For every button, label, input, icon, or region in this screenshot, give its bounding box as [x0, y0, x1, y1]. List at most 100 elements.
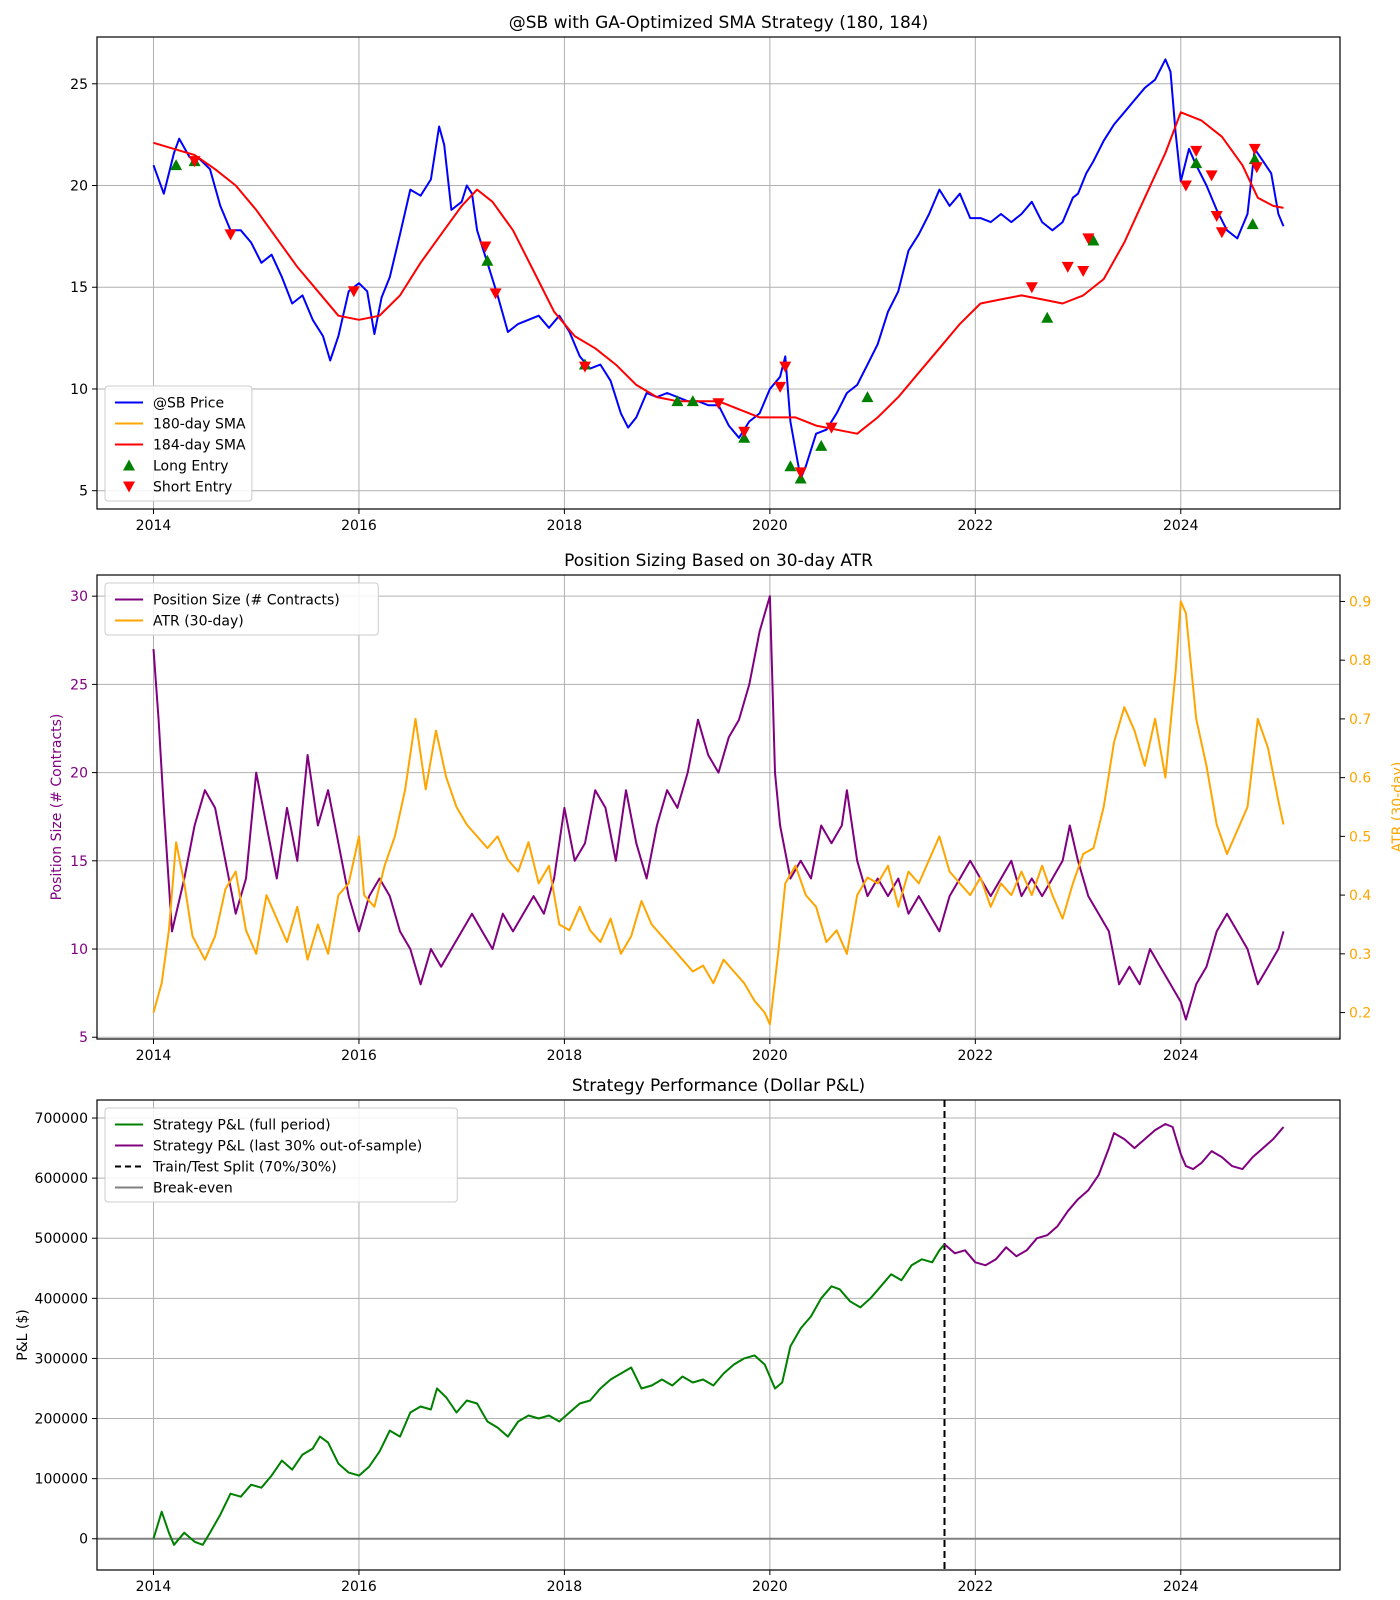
short-entry-marker — [224, 229, 237, 241]
short-entry-marker — [774, 381, 787, 393]
legend-label: Break-even — [153, 1181, 233, 1197]
y-tick-label: 20 — [70, 766, 88, 782]
short-entry-marker — [489, 288, 502, 300]
axes-frame — [96, 1099, 1341, 1571]
y-tick-label: 100000 — [35, 1472, 88, 1488]
y-axis-label: P&L ($) — [15, 1309, 31, 1360]
y-tick-label: 5 — [79, 1030, 88, 1046]
chart-panel-1: 2014 2016 2018 2020 2022 2024 5 10 15 20 25 @SB wit… — [70, 13, 1341, 534]
x-tick-label: 2018 — [547, 1048, 583, 1064]
x-tick-label: 2014 — [136, 1579, 172, 1595]
legend-label: Short Entry — [153, 480, 232, 496]
long-entry-marker — [481, 254, 494, 266]
x-tick-label: 2024 — [1163, 518, 1199, 534]
short-entry-marker — [779, 361, 792, 373]
legend-label: @SB Price — [153, 396, 224, 412]
y-axis-label: Position Size (# Contracts) — [49, 714, 65, 901]
long-entry-marker — [170, 159, 183, 171]
short-entry-marker — [479, 241, 492, 253]
legend-label: Position Size (# Contracts) — [153, 593, 340, 609]
long-entry-marker — [1087, 234, 1100, 246]
long-entry-marker — [1190, 157, 1203, 169]
legend-label: Strategy P&L (last 30% out-of-sample) — [153, 1139, 422, 1155]
x-tick-label: 2022 — [957, 518, 993, 534]
long-entry-marker — [1246, 218, 1259, 230]
series-line-1 — [152, 595, 1285, 1021]
legend: Strategy P&L (full period) Strategy P&L (… — [104, 1107, 458, 1203]
x-tick-label: 2020 — [752, 1048, 788, 1064]
short-entry-marker — [794, 467, 807, 479]
x-tick-label: 2024 — [1163, 1579, 1199, 1595]
x-tick-label: 2018 — [547, 1579, 583, 1595]
short-entry-marker — [1077, 265, 1090, 277]
legend: @SB Price 180-day SMA 184-day SMA Long Entr… — [104, 385, 253, 502]
y-tick-label: 500000 — [35, 1231, 88, 1247]
x-tick-label: 2016 — [341, 518, 377, 534]
legend-label: ATR (30-day) — [153, 614, 244, 630]
y-tick-label: 25 — [70, 677, 88, 693]
series-line-2 — [152, 600, 1285, 1026]
y-right-tick-label: 0.8 — [1349, 653, 1371, 669]
chart-title: Strategy Performance (Dollar P&L) — [572, 1076, 865, 1096]
y-tick-label: 30 — [70, 589, 88, 605]
chart-title: Position Sizing Based on 30-day ATR — [564, 551, 873, 571]
x-tick-label: 2022 — [957, 1048, 993, 1064]
legend-label: Strategy P&L (full period) — [153, 1118, 331, 1134]
x-tick-label: 2018 — [547, 518, 583, 534]
legend-short-entry-swatch — [123, 481, 135, 493]
x-tick-label: 2022 — [957, 1579, 993, 1595]
short-entry-marker — [188, 156, 201, 168]
short-entry-marker — [578, 361, 591, 373]
x-tick-label: 2016 — [341, 1048, 377, 1064]
x-tick-label: 2024 — [1163, 1048, 1199, 1064]
legend-label: Long Entry — [153, 459, 229, 475]
y-tick-label: 200000 — [35, 1412, 88, 1428]
y-tick-label: 15 — [70, 854, 88, 870]
y-tick-label: 20 — [70, 179, 88, 195]
short-entry-marker — [1179, 180, 1192, 192]
x-tick-label: 2016 — [341, 1579, 377, 1595]
x-tick-label: 2020 — [752, 1579, 788, 1595]
y-tick-label: 700000 — [35, 1111, 88, 1127]
legend-box — [104, 1107, 458, 1203]
y-tick-label: 5 — [79, 484, 88, 500]
short-entry-marker — [1025, 282, 1038, 294]
long-entry-marker — [671, 395, 684, 407]
short-entry-marker — [1250, 162, 1263, 174]
y-tick-label: 300000 — [35, 1351, 88, 1367]
long-entry-marker — [1248, 153, 1261, 165]
short-entry-marker — [1210, 211, 1223, 223]
plot-area — [152, 58, 1285, 484]
axes-frame — [96, 574, 1341, 1040]
y-right-tick-label: 0.9 — [1349, 594, 1371, 610]
x-tick-label: 2014 — [136, 518, 172, 534]
short-entry-marker — [738, 426, 751, 438]
plot-area — [97, 1100, 1340, 1570]
short-entry-marker — [1248, 143, 1261, 155]
y-right-tick-label: 0.6 — [1349, 771, 1371, 787]
y-tick-label: 400000 — [35, 1291, 88, 1307]
short-entry-marker — [1205, 170, 1218, 182]
long-entry-marker — [861, 391, 874, 403]
series-line-3 — [153, 111, 1284, 435]
chart-title: @SB with GA-Optimized SMA Strategy (180,… — [509, 13, 929, 33]
short-entry-marker — [347, 286, 360, 298]
y-right-axis-label: ATR (30-day) — [1390, 762, 1400, 853]
chart-panel-2: 2014 2016 2018 2020 2022 2024 5 10 15 20 25 30 0.2 0.… — [49, 551, 1400, 1064]
legend: Position Size (# Contracts) ATR (30-day) — [104, 582, 379, 636]
short-entry-marker — [1190, 145, 1203, 157]
y-tick-label: 10 — [70, 942, 88, 958]
y-right-tick-label: 0.7 — [1349, 712, 1371, 728]
short-entry-marker — [1082, 233, 1095, 245]
legend-long-entry-swatch — [123, 459, 135, 471]
long-entry-marker — [1041, 311, 1054, 323]
y-right-tick-label: 0.2 — [1349, 1006, 1371, 1022]
y-right-tick-label: 0.3 — [1349, 947, 1371, 963]
legend-box — [104, 385, 253, 502]
short-entry-marker — [1215, 227, 1228, 239]
series-line-2 — [943, 1123, 1285, 1267]
long-entry-marker — [815, 439, 828, 451]
y-tick-label: 15 — [70, 280, 88, 296]
y-tick-label: 0 — [79, 1532, 88, 1548]
